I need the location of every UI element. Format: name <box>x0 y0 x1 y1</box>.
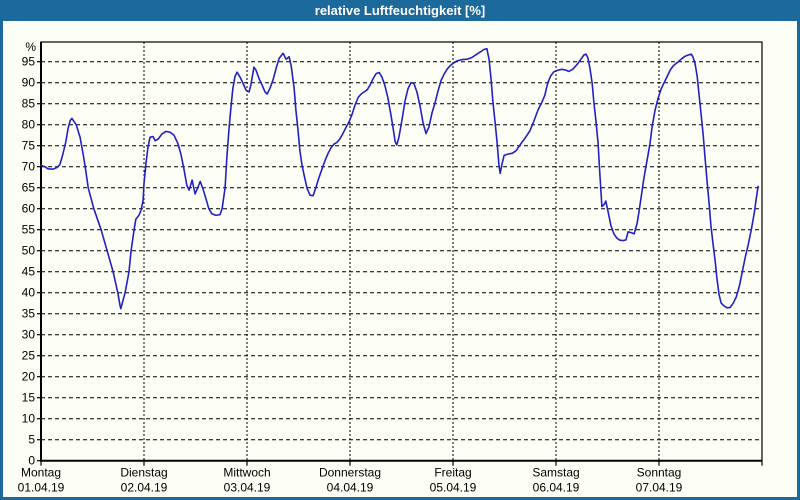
x-axis-date-label: 05.04.19 <box>430 481 477 495</box>
y-axis-label: 70 <box>22 160 36 174</box>
y-axis-label: 85 <box>22 97 36 111</box>
x-axis-day-label: Samstag <box>532 466 579 480</box>
y-axis-label: 30 <box>22 328 36 342</box>
y-axis-label: 40 <box>22 286 36 300</box>
x-axis-date-label: 02.04.19 <box>121 481 168 495</box>
x-axis-date-label: 03.04.19 <box>224 481 271 495</box>
x-axis-date-label: 04.04.19 <box>327 481 374 495</box>
x-axis-date-label: 01.04.19 <box>18 481 65 495</box>
y-axis-label: 0 <box>28 454 35 468</box>
y-axis-label: 25 <box>22 349 36 363</box>
x-axis-date-label: 06.04.19 <box>533 481 580 495</box>
y-axis-label: 95 <box>22 55 36 69</box>
x-axis-day-label: Mittwoch <box>223 466 270 480</box>
y-axis-label: 75 <box>22 139 36 153</box>
y-axis-label: 5 <box>28 433 35 447</box>
y-axis-unit-label: % <box>25 40 36 54</box>
y-axis-label: 90 <box>22 76 36 90</box>
y-axis-label: 10 <box>22 412 36 426</box>
y-axis-label: 55 <box>22 223 36 237</box>
y-axis-label: 60 <box>22 202 36 216</box>
y-axis-label: 15 <box>22 391 36 405</box>
chart-title: relative Luftfeuchtigkeit [%] <box>314 3 486 18</box>
y-axis-label: 20 <box>22 370 36 384</box>
humidity-line <box>40 47 759 310</box>
x-axis-day-label: Montag <box>21 466 61 480</box>
y-axis-label: 35 <box>22 307 36 321</box>
x-axis-day-label: Dienstag <box>120 466 167 480</box>
title-bar: relative Luftfeuchtigkeit [%] <box>0 0 800 21</box>
y-axis-label: 65 <box>22 181 36 195</box>
y-axis-label: 80 <box>22 118 36 132</box>
x-axis-day-label: Freitag <box>434 466 471 480</box>
y-axis-label: 50 <box>22 244 36 258</box>
x-axis-day-label: Donnerstag <box>319 466 381 480</box>
x-axis-date-label: 07.04.19 <box>636 481 683 495</box>
y-axis-label: 45 <box>22 265 36 279</box>
x-axis-day-label: Sonntag <box>637 466 682 480</box>
